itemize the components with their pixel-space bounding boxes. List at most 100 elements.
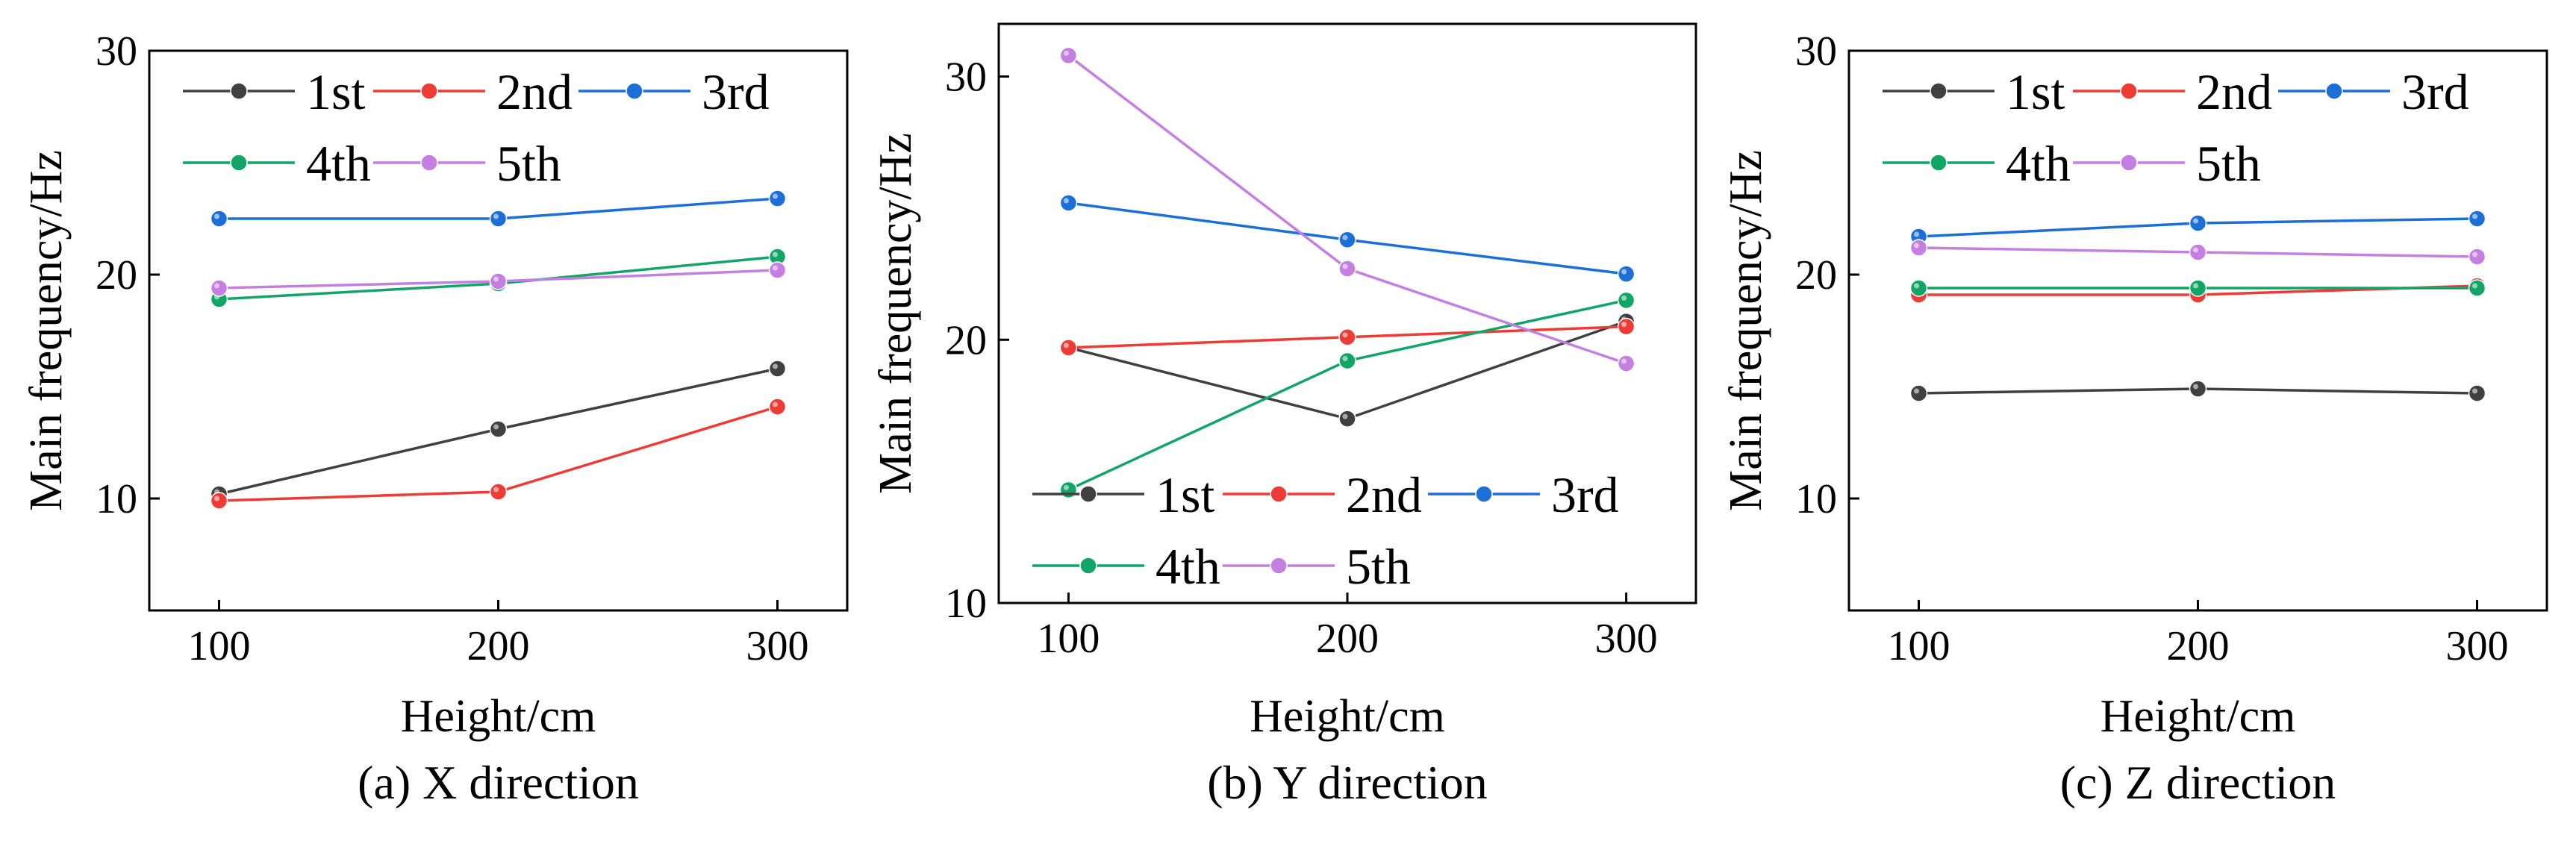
legend-label: 1st [306, 63, 365, 120]
data-point-3rd [2468, 210, 2486, 228]
data-point-highlight [773, 401, 778, 407]
y-tick-label: 10 [96, 476, 137, 522]
data-point-highlight [1342, 413, 1348, 419]
data-point-highlight [2472, 283, 2477, 289]
data-point-2nd [1338, 328, 1356, 346]
legend-marker [1930, 154, 1947, 172]
legend-label: 1st [2006, 63, 2065, 120]
legend-label: 3rd [1551, 466, 1619, 523]
legend-label: 2nd [496, 63, 573, 120]
x-tick-label: 200 [467, 623, 530, 669]
data-point-highlight [773, 193, 778, 199]
data-point-highlight [1342, 263, 1348, 269]
legend-item-4th: 4th [1883, 135, 2071, 192]
legend-item-2nd: 2nd [2073, 63, 2272, 120]
y-tick-label: 10 [945, 581, 987, 627]
data-point-3rd [1059, 194, 1078, 212]
data-point-1st [2468, 384, 2486, 402]
data-point-highlight [1063, 484, 1069, 490]
legend-item-1st: 1st [183, 63, 365, 120]
legend-marker [1475, 485, 1493, 503]
legend-item-5th: 5th [1223, 538, 1411, 595]
data-point-5th [489, 272, 508, 290]
legend-marker [1930, 82, 1947, 100]
x-tick-label: 300 [2446, 623, 2509, 669]
figure-caption: (a) X direction [358, 756, 639, 809]
data-point-highlight [2193, 247, 2198, 253]
data-point-3rd [1617, 265, 1635, 283]
data-point-highlight [2472, 213, 2477, 219]
x-axis-label: Height/cm [1250, 691, 1445, 742]
data-point-highlight [1342, 332, 1348, 338]
data-point-highlight [2193, 384, 2198, 390]
legend-label: 5th [496, 135, 561, 192]
data-point-1st [489, 420, 508, 438]
legend: 1st 2nd 3rd 4th 5th [1883, 63, 2469, 192]
data-point-highlight [493, 276, 499, 282]
legend-marker [420, 154, 438, 172]
data-point-highlight [2472, 251, 2477, 257]
x-tick-label: 100 [188, 623, 251, 669]
x-tick-label: 300 [746, 623, 809, 669]
legend-marker [230, 82, 248, 100]
data-point-highlight [1621, 295, 1627, 301]
data-point-4th [2189, 279, 2207, 297]
legend-item-4th: 4th [183, 135, 371, 192]
data-point-2nd [1617, 317, 1635, 336]
legend-marker [1270, 557, 1288, 575]
data-point-highlight [2193, 218, 2198, 224]
data-point-1st [768, 360, 787, 378]
data-point-highlight [773, 265, 778, 271]
x-tick-label: 300 [1595, 616, 1658, 662]
panel-b: 100 200 300 10 20 30 Height/cm Main frequency/H… [870, 22, 1697, 809]
legend-item-2nd: 2nd [1223, 466, 1422, 523]
data-point-highlight [2193, 283, 2198, 289]
legend-label: 4th [2006, 135, 2071, 192]
legend-item-3rd: 3rd [1428, 466, 1619, 523]
legend-item-3rd: 3rd [578, 63, 770, 120]
y-axis-label: Main frequency/Hz [870, 133, 921, 494]
data-point-highlight [773, 363, 778, 369]
data-point-4th [2468, 279, 2486, 297]
panel-c: 100 200 300 10 20 30 Height/cm Main frequency/H… [1721, 28, 2548, 809]
data-point-highlight [1914, 243, 1919, 249]
data-point-5th [1338, 260, 1356, 278]
x-tick-label: 200 [2167, 623, 2230, 669]
data-point-highlight [214, 283, 219, 289]
data-point-1st [1909, 384, 1928, 402]
data-point-2nd [1059, 339, 1078, 357]
data-point-highlight [1342, 234, 1348, 240]
data-point-highlight [1342, 355, 1348, 361]
legend-marker [420, 82, 438, 100]
y-tick-label: 10 [1795, 476, 1837, 522]
legend-item-5th: 5th [2073, 135, 2261, 192]
data-point-2nd [210, 492, 228, 510]
data-point-3rd [1338, 231, 1356, 249]
figure-caption: (b) Y direction [1207, 756, 1488, 809]
data-point-highlight [773, 251, 778, 257]
data-point-5th [1059, 46, 1078, 65]
legend-marker [1270, 485, 1288, 503]
legend-item-2nd: 2nd [373, 63, 573, 120]
data-point-highlight [1063, 50, 1069, 56]
y-axis-label: Main frequency/Hz [1721, 150, 1771, 511]
data-point-highlight [1621, 322, 1627, 328]
data-point-highlight [1063, 198, 1069, 204]
data-point-3rd [768, 190, 787, 207]
data-point-1st [2189, 380, 2207, 398]
legend-item-4th: 4th [1032, 538, 1220, 595]
data-point-5th [1617, 354, 1635, 372]
data-point-1st [1338, 410, 1356, 428]
figure-caption: (c) Z direction [2060, 756, 2336, 809]
legend-marker [2120, 82, 2138, 100]
x-tick-label: 100 [1037, 616, 1100, 662]
data-point-highlight [214, 213, 219, 219]
y-tick-label: 20 [96, 252, 137, 299]
legend-marker [2120, 154, 2138, 172]
legend-label: 3rd [2401, 63, 2469, 120]
data-point-5th [210, 279, 228, 297]
legend: 1st 2nd 3rd 4th 5th [1032, 466, 1619, 595]
data-point-5th [2189, 243, 2207, 261]
data-point-highlight [493, 424, 499, 430]
y-tick-label: 20 [945, 317, 987, 363]
